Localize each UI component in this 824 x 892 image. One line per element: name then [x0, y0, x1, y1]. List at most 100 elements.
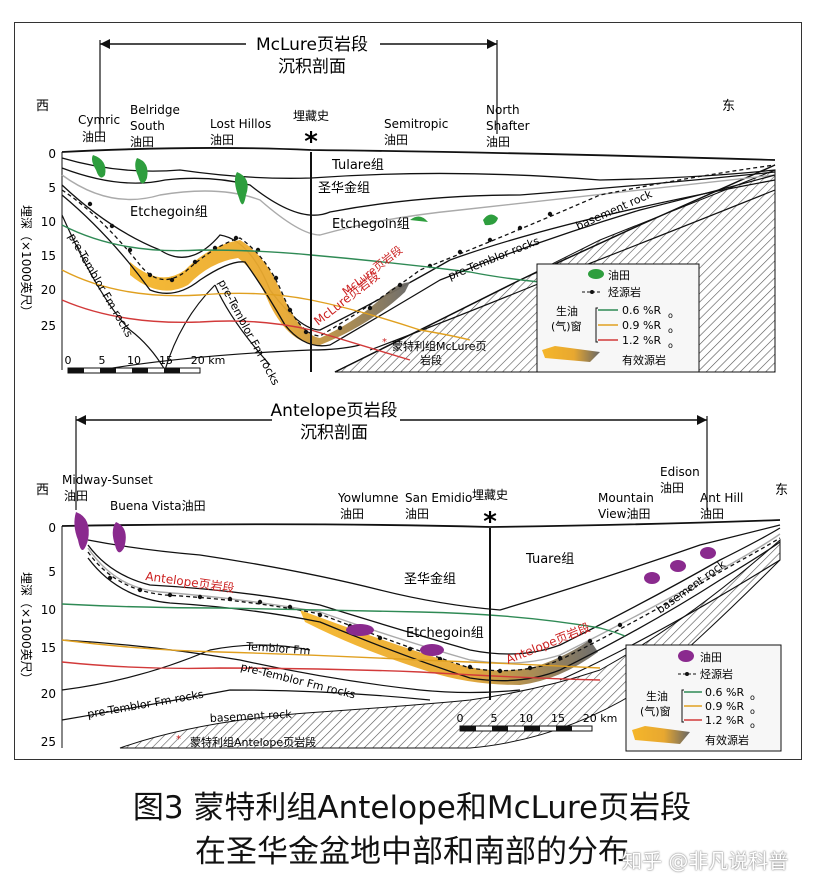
field-mountainview-line1: Mountain: [598, 491, 654, 505]
lower-shenghuajin-label: 圣华金组: [404, 571, 456, 587]
upper-scale-15: 15: [159, 354, 173, 367]
upper-field-labels: Cymric 油田 Belridge South 油田 Lost Hillos …: [78, 103, 530, 149]
field-northshafter-line2: Shafter: [486, 119, 530, 133]
field-losthillos-line1: Lost Hillos: [210, 117, 271, 131]
upper-tulare-label: Tulare组: [331, 158, 384, 173]
upper-ytick-25: 25: [41, 319, 56, 333]
lower-ytick-5: 5: [48, 565, 56, 579]
field-northshafter-line3: 油田: [486, 135, 510, 149]
upper-legend-ro12: 1.2 %R: [622, 334, 661, 347]
lower-legend-window-line2: (气)窗: [640, 704, 671, 718]
lower-legend-ro12-sub: o: [750, 721, 755, 730]
field-semitropic-line1: Semitropic: [384, 117, 448, 131]
upper-section: McLure页岩段 沉积剖面 西 东 Cymric 油田 Belridge So…: [19, 35, 776, 388]
lower-ytick-0: 0: [48, 521, 56, 535]
lower-legend-ro06-sub: o: [750, 693, 755, 702]
field-edison-line2: 油田: [660, 481, 684, 495]
caption-line2: 在圣华金盆地中部和南部的分布: [195, 834, 629, 870]
lower-west-label: 西: [36, 483, 49, 498]
lower-tuare-label: Tuare组: [525, 552, 574, 567]
lower-scale-20: 20 km: [583, 712, 618, 725]
field-belridge-line3: 油田: [130, 135, 154, 149]
upper-etchegoin-right-label: Etchegoin组: [332, 217, 410, 232]
lower-pretemblor-left-label: pre-Temblor Fm rocks: [86, 688, 205, 721]
upper-legend-ro06: 0.6 %R: [622, 304, 661, 317]
upper-monterey-line1: 蒙特利组McLure页: [392, 339, 487, 353]
lower-ro-06-line: [61, 603, 626, 637]
lower-legend-effective: 有效源岩: [705, 733, 749, 747]
upper-scale-0: 0: [65, 354, 72, 367]
lower-title-line1: Antelope页岩段: [271, 401, 398, 421]
field-northshafter-line1: North: [486, 103, 520, 117]
field-sanemidio-line1: San Emidio: [405, 491, 472, 505]
watermark: 知乎 @非凡说科普: [622, 849, 789, 873]
lower-field-labels: Midway-Sunset 油田 Buena Vista油田 Yowlumne …: [62, 465, 743, 521]
upper-ro-12-line: [61, 299, 411, 361]
lower-source-rock-line: [87, 537, 781, 672]
lower-monterey-antelope: 蒙特利组Antelope页岩段: [190, 735, 316, 749]
lower-burial-history: 埋藏史: [472, 488, 508, 502]
upper-ro-09-line: [61, 269, 471, 341]
lower-ytick-10: 10: [41, 603, 56, 617]
upper-east-label: 东: [722, 99, 735, 114]
field-yowlumne-line1: Yowlumne: [337, 491, 399, 505]
upper-effective-source-rock: [130, 240, 410, 345]
field-midway-line1: Midway-Sunset: [62, 473, 153, 487]
upper-legend-effective: 有效源岩: [622, 353, 666, 367]
upper-ytick-10: 10: [41, 215, 56, 229]
field-cymric-line1: Cymric: [78, 113, 120, 127]
field-buenavista: Buena Vista油田: [110, 499, 206, 513]
lower-temblor-label: Temblor Fm: [245, 640, 311, 658]
lower-ytick-20: 20: [41, 687, 56, 701]
lower-oilfields: [74, 512, 716, 656]
upper-y-axis-label: 埋深（×1000英尺）: [19, 205, 33, 318]
upper-legend-ro06-sub: o: [668, 311, 673, 320]
upper-oilfields: [92, 155, 498, 226]
upper-monterey-line2: 岩段: [420, 353, 442, 367]
upper-legend-ro12-sub: o: [668, 341, 673, 350]
upper-etchegoin-left-label: Etchegoin组: [130, 205, 208, 220]
lower-etchegoin-label: Etchegoin组: [406, 626, 484, 641]
upper-legend-oilfield: 油田: [608, 268, 630, 282]
upper-title-line2: 沉积剖面: [278, 57, 346, 77]
field-losthillos-line2: 油田: [210, 133, 234, 147]
lower-scale-10: 10: [519, 712, 533, 725]
field-anthill-line1: Ant Hill: [700, 491, 743, 505]
field-edison-line1: Edison: [660, 465, 700, 479]
upper-ytick-15: 15: [41, 249, 56, 263]
lower-monterey-asterisk: *: [176, 734, 181, 745]
lower-legend-window-line1: 生油: [646, 689, 668, 703]
figure-frame: [14, 22, 802, 760]
lower-scale-bar: 0 5 10 15 20 km: [457, 712, 618, 732]
lower-pretemblor-center-label: pre-Temblor Fm rocks: [239, 660, 357, 701]
field-belridge-line2: South: [130, 119, 165, 133]
upper-source-rock-line: [61, 164, 776, 337]
upper-legend: 油田 烃源岩 生油 (气)窗 0.6 %R o 0.9 %R o 1.2 %R …: [536, 263, 700, 373]
upper-scale-bar: 0 5 10 15 20 km: [65, 354, 226, 374]
upper-legend-ro09: 0.9 %R: [622, 319, 661, 332]
upper-scale-20: 20 km: [191, 354, 226, 367]
lower-ytick-25: 25: [41, 735, 56, 749]
lower-legend-oilfield: 油田: [700, 650, 722, 664]
lower-scale-0: 0: [457, 712, 464, 725]
upper-monterey-asterisk: *: [382, 337, 387, 348]
lower-section: Antelope页岩段 沉积剖面 西 东 Midway-Sunset 油田 Bu…: [19, 401, 788, 752]
lower-legend-source-rock: 烃源岩: [700, 667, 733, 681]
field-belridge-line1: Belridge: [130, 103, 180, 117]
lower-effective-source-rock: [300, 610, 598, 685]
upper-legend-ro09-sub: o: [668, 326, 673, 335]
lower-east-label: 东: [775, 483, 788, 498]
lower-legend-ro06: 0.6 %R: [705, 686, 744, 699]
upper-ytick-5: 5: [48, 181, 56, 195]
upper-burial-history: 埋藏史: [293, 109, 329, 123]
lower-legend: 油田 烃源岩 生油 (气)窗 0.6 %R o 0.9 %R o 1.2 %R …: [625, 644, 782, 752]
upper-ytick-0: 0: [48, 147, 56, 161]
upper-scale-5: 5: [99, 354, 106, 367]
lower-scale-5: 5: [491, 712, 498, 725]
legend-oilfield-swatch: [588, 269, 604, 279]
lower-ro-12-line: [61, 661, 601, 681]
field-cymric-line2: 油田: [82, 130, 106, 144]
upper-legend-source-rock: 烃源岩: [608, 285, 641, 299]
lower-legend-ro09-sub: o: [750, 707, 755, 716]
